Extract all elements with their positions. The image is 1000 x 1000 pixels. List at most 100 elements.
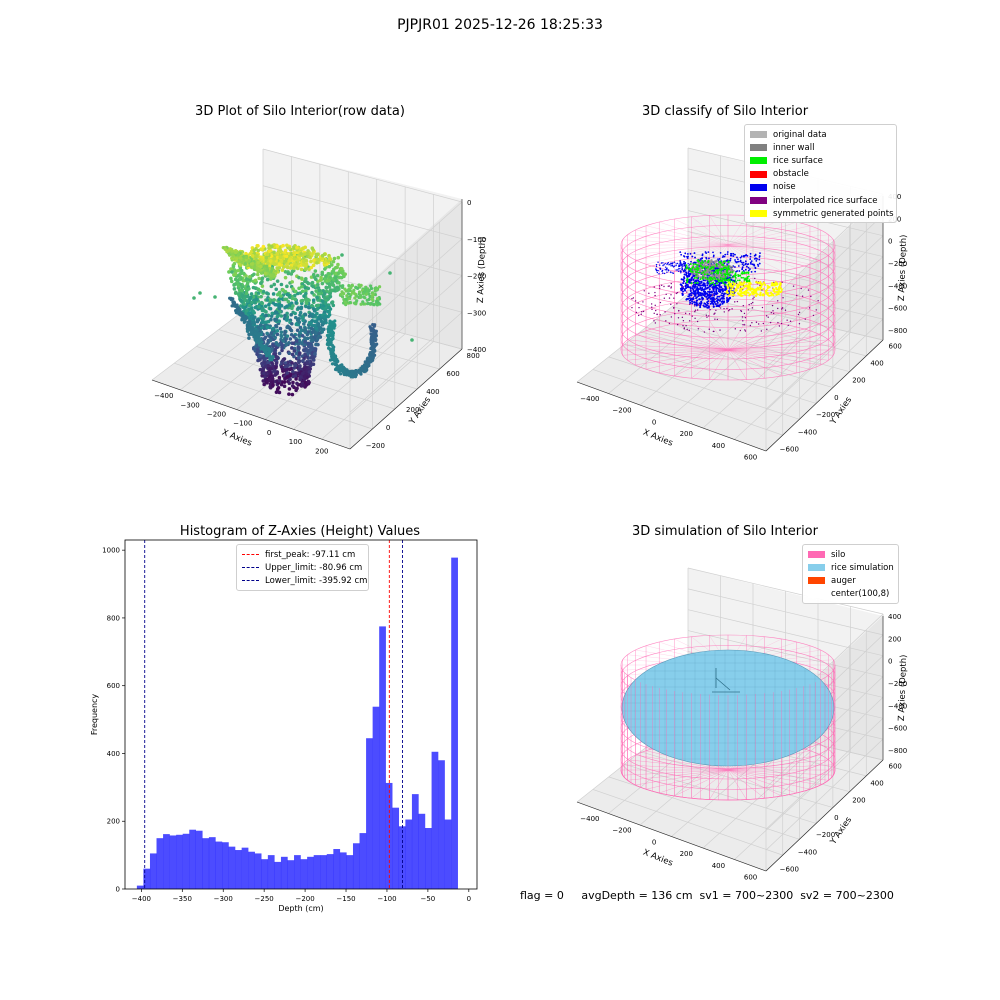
floor-pane (577, 294, 883, 451)
point (327, 281, 331, 286)
point (268, 377, 272, 382)
point (261, 316, 266, 321)
point (277, 265, 282, 270)
rice-surface-point (720, 280, 722, 283)
silo-spoke (727, 330, 811, 351)
noise-point (713, 294, 716, 297)
point (293, 374, 298, 378)
point (263, 304, 268, 308)
point (328, 291, 332, 296)
point (347, 283, 351, 288)
noise-point (684, 252, 687, 255)
point (283, 269, 288, 274)
interpolated-point (705, 314, 708, 316)
noise-point (663, 264, 665, 266)
point (267, 249, 272, 254)
noise-point (708, 288, 711, 291)
point (355, 299, 359, 303)
point (311, 362, 316, 367)
point (275, 328, 280, 333)
rice-surface-point (685, 267, 688, 270)
noise-point (699, 306, 702, 309)
point (291, 369, 295, 374)
point (319, 275, 323, 280)
interpolated-point (691, 315, 693, 317)
figure-title: PJPJR01 2025-12-26 18:25:33 (397, 17, 603, 33)
z-tick-label: −100 (467, 236, 486, 244)
symmetric-point (775, 288, 778, 291)
inner-wall-point (704, 271, 707, 274)
noise-point (704, 285, 707, 288)
point (264, 310, 268, 314)
point (339, 372, 343, 376)
noise-point (727, 290, 730, 293)
symmetric-point (729, 293, 732, 296)
point (369, 286, 374, 291)
noise-point (698, 294, 701, 297)
point (358, 370, 362, 375)
interpolated-point (670, 294, 672, 296)
point (275, 252, 280, 256)
noise-point (688, 294, 691, 297)
noise-point (716, 292, 719, 295)
symmetric-point (779, 290, 782, 294)
point (239, 298, 243, 303)
rice-surface-point (718, 261, 721, 264)
noise-point (672, 265, 674, 267)
point (285, 325, 289, 330)
noise-point (741, 267, 744, 270)
point (309, 259, 313, 264)
interpolated-point (686, 328, 688, 331)
silo-spoke (727, 769, 811, 790)
y-tick-label: 200 (406, 406, 419, 414)
point (299, 276, 304, 281)
noise-point (685, 274, 688, 277)
interpolated-point (778, 325, 781, 327)
point (259, 337, 263, 341)
silo-spoke (622, 344, 729, 351)
point (296, 356, 301, 360)
interpolated-point (659, 301, 662, 304)
rice-surface-point (727, 260, 730, 263)
noise-point (685, 287, 688, 290)
noise-point (692, 278, 695, 281)
silo-spoke (727, 349, 765, 379)
noise-point (697, 292, 700, 295)
x-tick-label: 400 (712, 862, 725, 870)
noise-point (675, 263, 677, 265)
symmetric-point (764, 290, 767, 293)
symmetric-point (731, 294, 734, 297)
point (324, 274, 328, 278)
point (343, 300, 348, 304)
noise-point (697, 283, 700, 286)
interpolated-point (706, 316, 708, 318)
point (315, 311, 319, 316)
grid-line (765, 738, 884, 851)
point (259, 294, 263, 299)
silo-spoke (659, 221, 729, 246)
noise-point (712, 254, 715, 257)
noise-point (664, 266, 667, 268)
rice-surface-point (725, 276, 728, 279)
point (251, 316, 256, 321)
noise-point (706, 302, 709, 305)
rice-surface-point (693, 276, 696, 279)
point (354, 302, 358, 306)
grid-line (293, 333, 406, 430)
point (369, 346, 373, 350)
silo-spoke (727, 769, 797, 794)
noise-point (747, 263, 750, 265)
rice-surface-point (720, 262, 723, 265)
noise-point (700, 292, 703, 295)
silo-spoke (727, 221, 797, 246)
point (303, 245, 308, 250)
noise-point (734, 253, 736, 256)
point (370, 297, 374, 301)
point (377, 285, 382, 289)
noise-point (656, 271, 659, 274)
point (372, 328, 376, 332)
point (269, 314, 274, 318)
noise-point (701, 298, 704, 301)
x-tick-label: 600 (744, 874, 757, 882)
point (247, 275, 252, 279)
